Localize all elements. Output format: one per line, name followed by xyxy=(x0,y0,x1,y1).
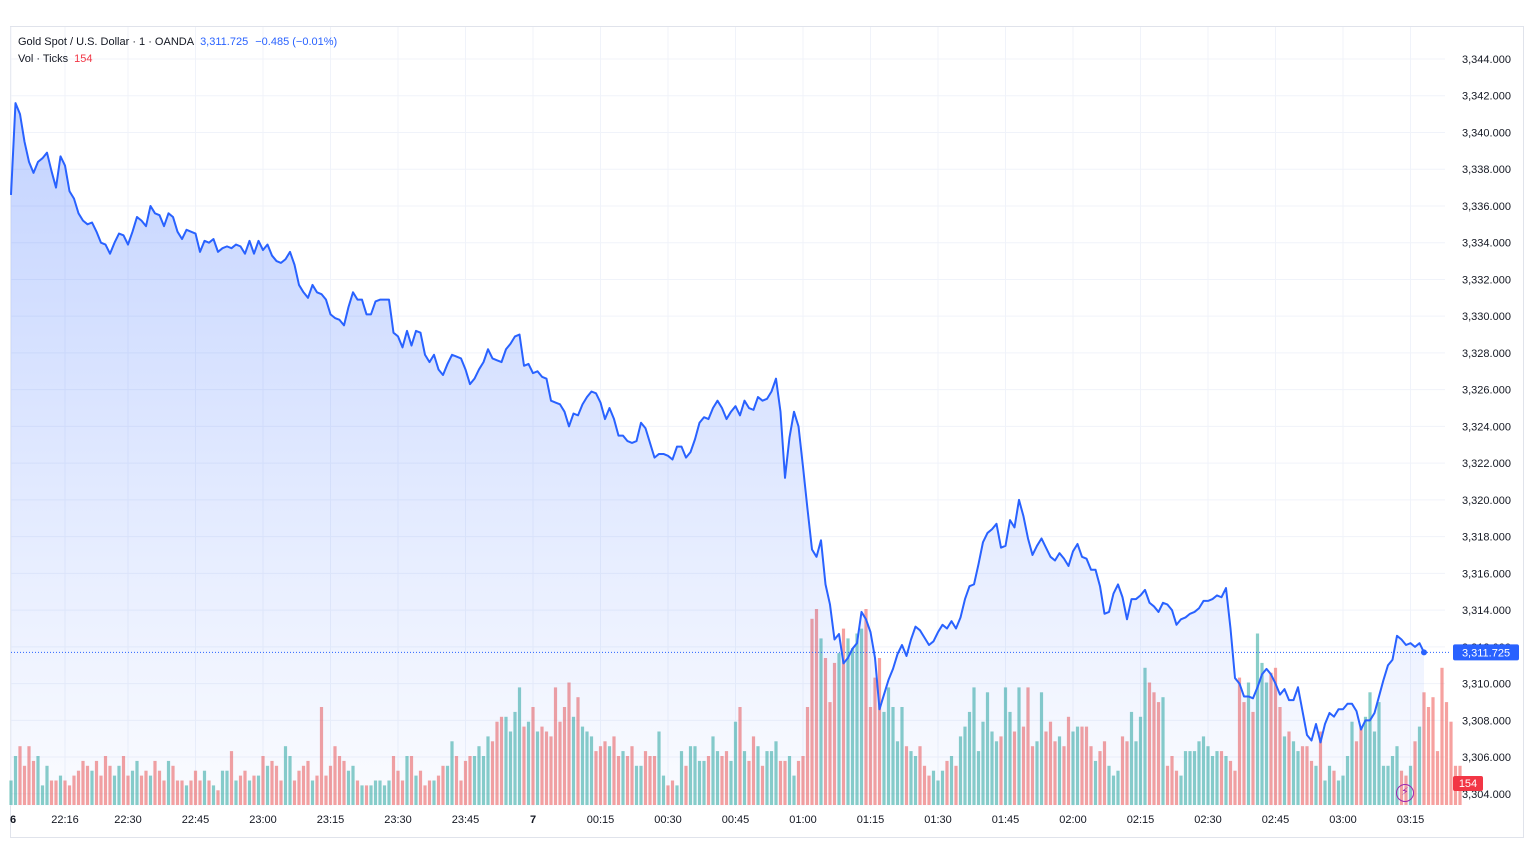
volume-value: 154 xyxy=(74,53,93,65)
y-tick-label: 3,322.000 xyxy=(1462,458,1511,470)
price-tag: 3,311.725 xyxy=(1462,647,1510,659)
price-area xyxy=(11,103,1424,807)
x-tick-label: 7 xyxy=(530,814,536,826)
x-tick-label: 02:00 xyxy=(1059,814,1087,826)
y-tick-label: 3,344.000 xyxy=(1462,54,1511,66)
x-tick-label: 01:15 xyxy=(857,814,885,826)
volume-label[interactable]: Vol · Ticks xyxy=(18,53,69,65)
y-tick-label: 3,334.000 xyxy=(1462,238,1511,250)
x-tick-label: 03:15 xyxy=(1397,814,1425,826)
y-tick-label: 3,326.000 xyxy=(1462,385,1511,397)
y-tick-label: 3,316.000 xyxy=(1462,568,1511,580)
last-price: 3,311.725 xyxy=(200,36,249,48)
x-tick-label: 02:30 xyxy=(1194,814,1222,826)
x-tick-label: 00:30 xyxy=(654,814,682,826)
x-tick-label: 01:30 xyxy=(924,814,952,826)
y-tick-label: 3,318.000 xyxy=(1462,532,1511,544)
chart-legend: Gold Spot / U.S. Dollar · 1 · OANDA 3,311… xyxy=(18,34,337,68)
x-tick-label: 23:15 xyxy=(317,814,345,826)
price-tag-bg xyxy=(1453,644,1519,661)
x-tick-label: 03:00 xyxy=(1329,814,1357,826)
x-tick-label: 02:45 xyxy=(1262,814,1290,826)
y-tick-label: 3,336.000 xyxy=(1462,201,1511,213)
volume-tag-bg xyxy=(1453,776,1483,791)
y-tick-label: 3,308.000 xyxy=(1462,715,1511,727)
price-line xyxy=(10,102,1425,744)
x-tick-label: 01:45 xyxy=(992,814,1020,826)
volume-bar xyxy=(1444,702,1449,805)
volume-bar xyxy=(1435,751,1440,805)
y-tick-label: 3,340.000 xyxy=(1462,127,1511,139)
volume-bar xyxy=(1449,721,1453,805)
lightning-icon[interactable]: ⚡ xyxy=(1396,784,1414,802)
price-change: −0.485 (−0.01%) xyxy=(255,36,338,48)
y-tick-label: 3,342.000 xyxy=(1462,91,1511,103)
x-tick-label: 22:16 xyxy=(51,814,79,826)
legend-symbol-row: Gold Spot / U.S. Dollar · 1 · OANDA 3,311… xyxy=(18,34,337,51)
y-tick-label: 3,310.000 xyxy=(1462,679,1511,691)
x-tick-label: 23:30 xyxy=(384,814,412,826)
x-tick-label: 23:00 xyxy=(249,814,277,826)
y-tick-label: 3,328.000 xyxy=(1462,348,1511,360)
last-price-dot xyxy=(1421,649,1427,656)
legend-volume-row: Vol · Ticks 154 xyxy=(18,51,337,68)
y-tick-label: 3,304.000 xyxy=(1462,789,1511,801)
x-tick-label: 01:00 xyxy=(789,814,817,826)
y-tick-label: 3,330.000 xyxy=(1462,311,1511,323)
y-tick-label: 3,324.000 xyxy=(1462,421,1511,433)
y-tick-label: 3,320.000 xyxy=(1462,495,1511,507)
x-tick-label: 22:45 xyxy=(182,814,210,826)
x-tick-label: 23:45 xyxy=(452,814,480,826)
y-tick-label: 3,338.000 xyxy=(1462,164,1511,176)
x-tick-label: 00:15 xyxy=(587,814,615,826)
volume-tag: 154 xyxy=(1459,778,1477,790)
x-tick-label: 22:30 xyxy=(114,814,142,826)
volume-bar xyxy=(1440,667,1444,805)
y-tick-label: 3,332.000 xyxy=(1462,274,1511,286)
x-tick-label: 02:15 xyxy=(1127,814,1155,826)
volume-bar xyxy=(1431,697,1435,805)
x-tick-label: 6 xyxy=(10,814,16,826)
volume-bar xyxy=(1426,707,1431,805)
y-tick-label: 3,306.000 xyxy=(1462,752,1511,764)
x-tick-label: 00:45 xyxy=(722,814,750,826)
symbol-label[interactable]: Gold Spot / U.S. Dollar · 1 · OANDA xyxy=(18,36,195,48)
y-tick-label: 3,314.000 xyxy=(1462,605,1511,617)
